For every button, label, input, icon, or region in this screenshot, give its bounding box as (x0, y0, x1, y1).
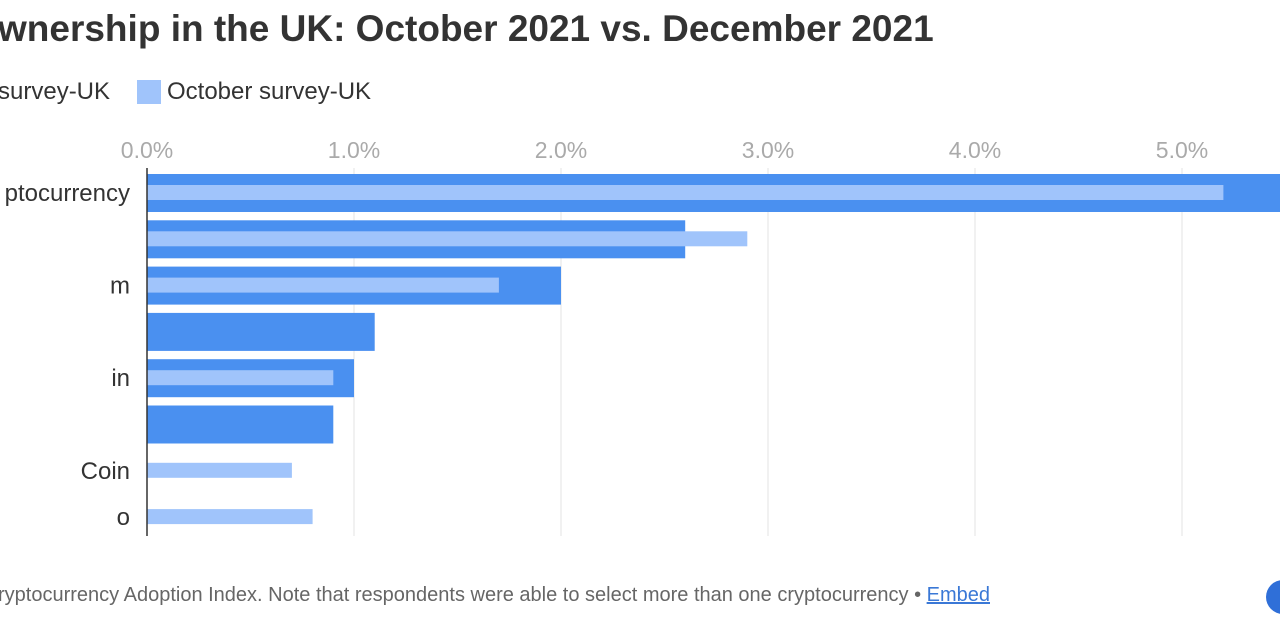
bar-october (147, 231, 748, 247)
chart-title: wnership in the UK: October 2021 vs. Dec… (0, 8, 934, 49)
category-label: in (111, 365, 130, 392)
bar-december (147, 312, 375, 351)
legend-swatch (137, 80, 161, 104)
bar-december (147, 405, 334, 444)
legend-label: October survey-UK (167, 78, 372, 105)
category-label: o (117, 504, 130, 531)
x-tick-label: 0.0% (121, 137, 173, 163)
bar-october (147, 509, 313, 525)
x-tick-label: 3.0% (742, 137, 794, 163)
category-label: Coin (81, 458, 130, 485)
x-tick-label: 1.0% (328, 137, 380, 163)
legend-item-december: survey-UK (0, 78, 110, 106)
legend-label: survey-UK (0, 78, 111, 105)
bar-october (147, 370, 334, 386)
footer-note: ryptocurrency Adoption Index. Note that … (0, 584, 990, 607)
bar-october (147, 462, 292, 478)
footer-text: ryptocurrency Adoption Index. Note that … (0, 584, 927, 606)
embed-link[interactable]: Embed (926, 584, 990, 606)
category-label: m (110, 273, 130, 300)
category-label: ptocurrency (5, 180, 130, 207)
x-tick-label: 2.0% (535, 137, 587, 163)
chat-icon[interactable] (1266, 580, 1280, 614)
bar-october (147, 277, 499, 293)
legend-item-october: October survey-UK (137, 78, 371, 106)
bar-october (147, 185, 1224, 200)
x-tick-label: 5.0% (1156, 137, 1208, 163)
x-tick-label: 4.0% (949, 137, 1001, 163)
